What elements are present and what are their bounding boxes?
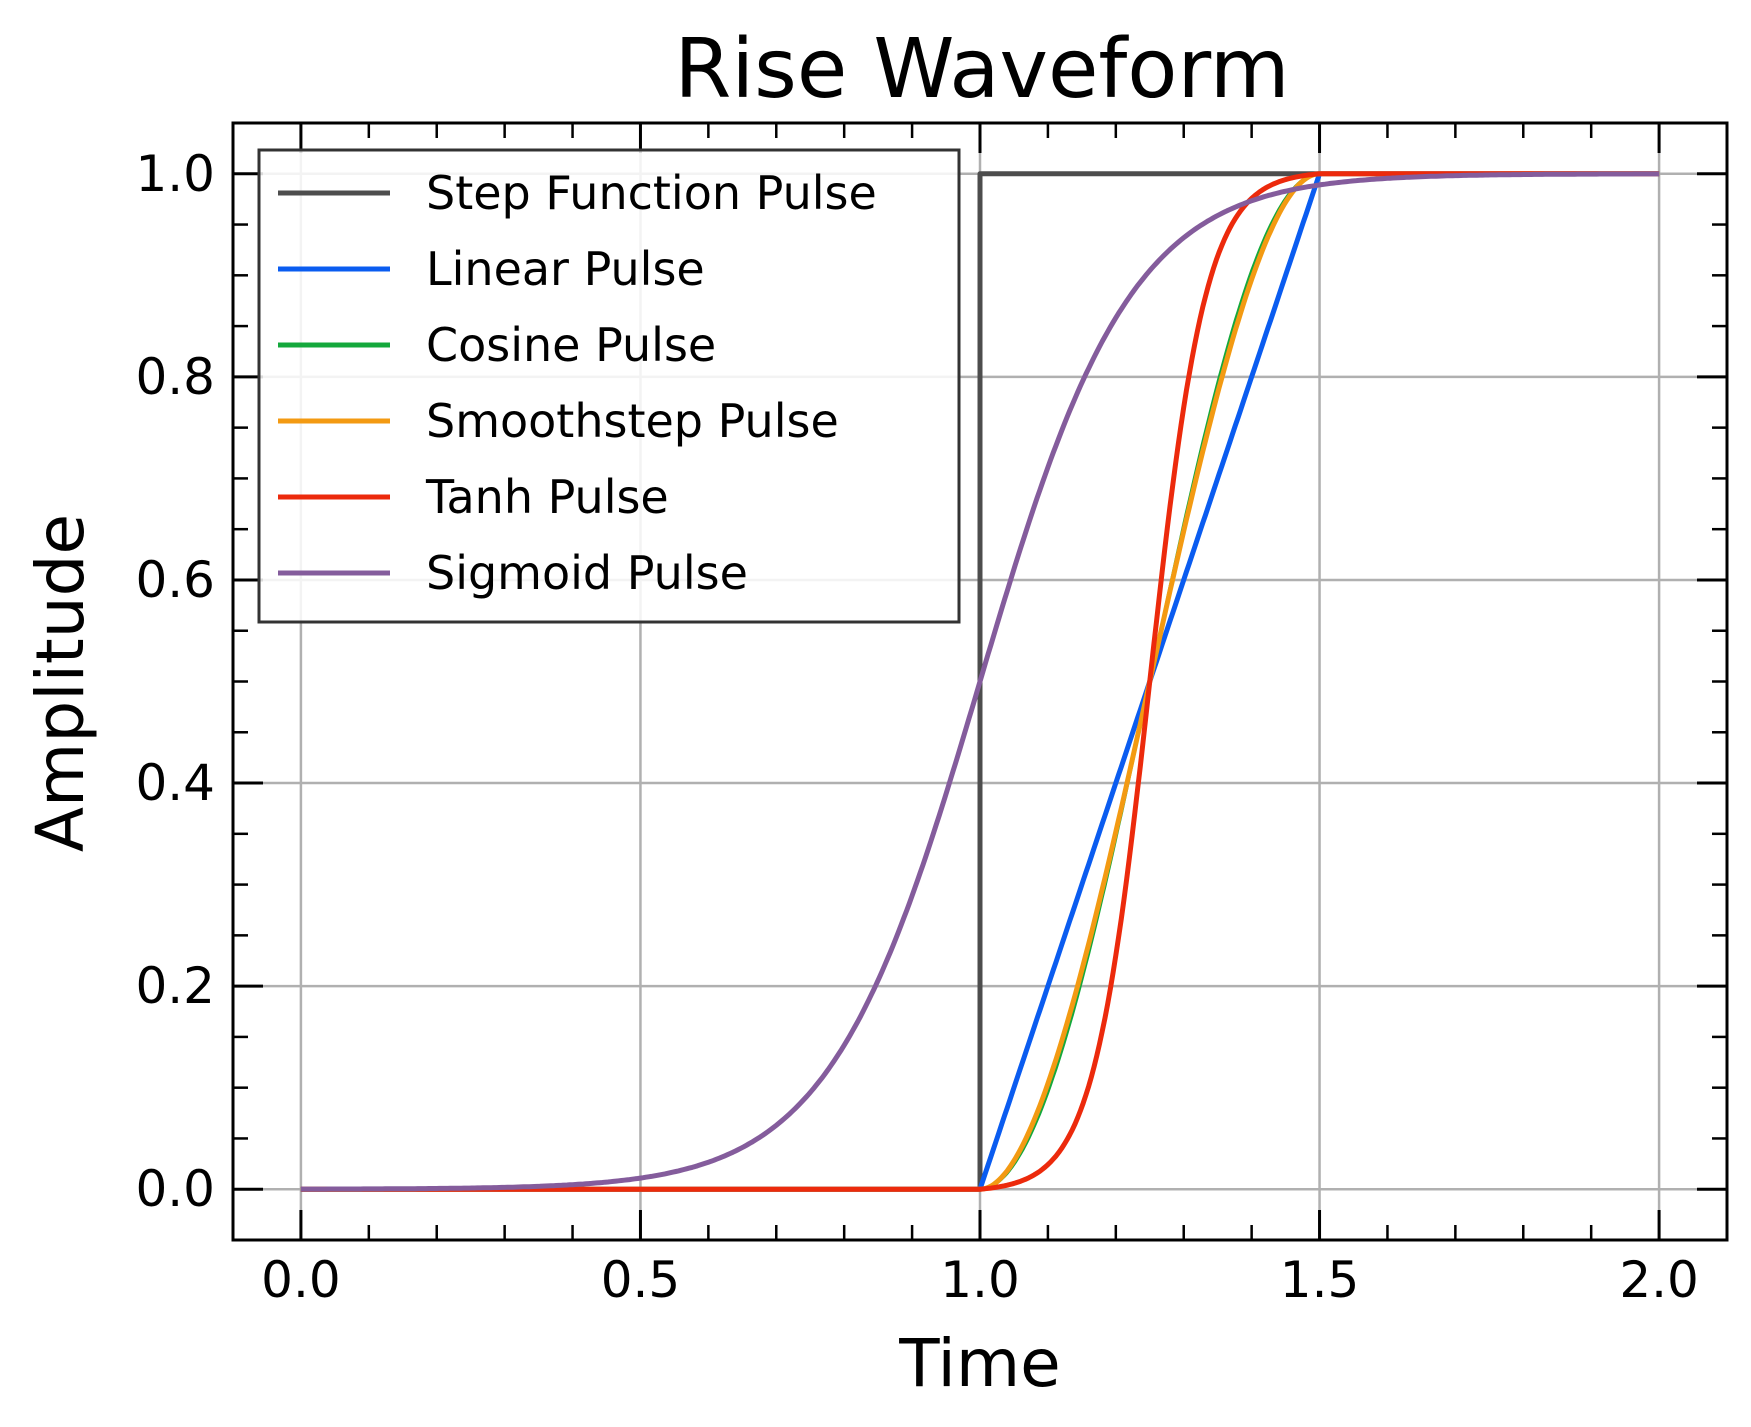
y-tick-label: 0.6 (135, 551, 215, 609)
x-tick-label: 0.5 (601, 1251, 681, 1309)
sigmoid-pulse-line (300, 171, 1660, 1192)
chart-title: Rise Waveform (674, 22, 1289, 117)
plot-frame (231, 121, 1729, 1242)
x-tick-label: 1.0 (940, 1251, 1020, 1309)
x-axis-label: Time (898, 1325, 1061, 1402)
legend-label-cosine-pulse: Cosine Pulse (426, 318, 716, 372)
y-tick-label: 1.0 (135, 145, 215, 203)
x-tick-label: 0.0 (261, 1251, 341, 1309)
y-axis-label: Amplitude (22, 514, 99, 852)
legend-label-sigmoid-pulse: Sigmoid Pulse (426, 546, 748, 600)
series-lines (300, 171, 1660, 1192)
legend-label-smoothstep-pulse: Smoothstep Pulse (426, 394, 839, 448)
y-tick-label: 0.2 (135, 957, 215, 1015)
legend-label-linear-pulse: Linear Pulse (426, 242, 705, 296)
y-tick-label: 0.8 (135, 348, 215, 406)
legend-label-tanh-pulse: Tanh Pulse (425, 470, 669, 524)
x-tick-label: 2.0 (1619, 1251, 1699, 1309)
y-tick-label: 0.4 (135, 754, 215, 812)
legend: Step Function Pulse Linear Pulse Cosine Pu… (257, 148, 961, 624)
legend-box (257, 148, 961, 624)
y-tick-label: 0.0 (135, 1160, 215, 1218)
legend-label-step-function-pulse: Step Function Pulse (426, 166, 877, 220)
x-tick-label: 1.5 (1280, 1251, 1360, 1309)
